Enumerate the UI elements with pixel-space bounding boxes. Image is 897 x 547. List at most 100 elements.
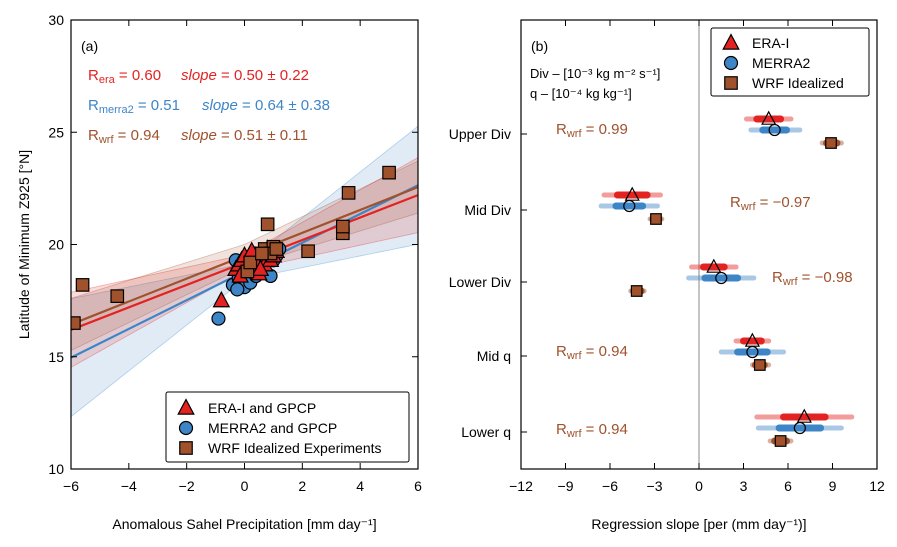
annotation-3-base: R [556,343,567,360]
forest-point-era-1 [624,186,640,201]
category-label-1: Mid Div [464,202,511,218]
annotation-3-sub: wrf [566,350,583,362]
stat-era-r_sub: era [99,74,116,86]
x-axis-title-b: Regression slope [per (mm day⁻¹)] [591,516,806,532]
annotation-2-value: = −0.98 [798,269,853,286]
point-era-0 [212,290,231,308]
forest-markers-merra2 [623,123,806,435]
y-axis-title-a: Latitude of Minimum Z925 [°N] [16,150,32,339]
forest-point-wrf-1 [650,213,662,225]
point-merra2-0 [211,311,226,326]
legend-a-marker-wrf [179,441,193,455]
annotation-4-sub: wrf [566,428,583,440]
annotation-2: Rwrf = −0.98 [772,269,853,288]
point-wrf-12 [382,165,396,180]
series-wrf [71,165,396,330]
point-wrf-1 [75,278,90,292]
slope-era-label: slope [181,67,217,84]
legend-b-label-merra2: MERRA2 [752,55,811,71]
annotation-2-base: R [772,269,783,286]
stat-era-r_value: = 0.60 [115,67,161,84]
annotation-1-base: R [730,194,741,211]
annotation-1: Rwrf = −0.97 [730,194,811,213]
x-tick-label-b-7: 9 [829,478,837,494]
slope-merra2-value: = 0.64 ± 0.38 [238,97,330,114]
legend-b-frame [710,27,870,97]
x-tick-label-b-8: 12 [869,478,885,494]
units-div: Div – [10⁻³ kg m⁻² s⁻¹] [530,66,660,81]
annotation-0: Rwrf = 0.99 [556,121,628,140]
annotation-3: Rwrf = 0.94 [556,343,628,362]
stat-wrf: Rwrf = 0.94 [88,127,160,146]
forest-point-merra2-2 [715,271,728,285]
legend-b-marker-era [722,33,740,50]
annotation-4-base: R [556,421,567,438]
x-tick-label-a-2: −2 [179,478,195,494]
category-label-2: Lower Div [449,274,511,290]
annotation-2-sub: wrf [782,276,799,288]
point-wrf-15 [255,246,269,261]
forest-markers-wrf [630,137,837,447]
x-tick-label-a-5: 4 [356,478,364,494]
stat-merra2: Rmerra2 = 0.51 [88,97,180,116]
point-wrf-10 [335,219,350,234]
stat-merra2-r_value: = 0.51 [134,97,180,114]
slope-merra2-label: slope [202,97,238,114]
legend-a-label-merra2: MERRA2 and GPCP [208,420,337,436]
annotation-0-value: = 0.99 [582,121,628,138]
forest-point-wrf-0 [825,137,837,149]
forest-point-merra2-4 [793,421,806,435]
annotation-4-value: = 0.94 [582,421,628,438]
forest-point-merra2-3 [746,345,759,359]
x-tick-label-b-5: 3 [740,478,748,494]
forest-series-era [601,115,855,421]
x-tick-label-a-0: −6 [63,478,79,494]
forest-point-wrf-2 [630,285,643,297]
annotation-1-value: = −0.97 [756,194,811,211]
slope-wrf-label: slope [181,127,217,144]
annotation-3-value: = 0.94 [582,343,628,360]
slope-era: slope = 0.50 ± 0.22 [181,67,309,84]
x-tick-label-a-1: −4 [121,478,137,494]
forest-point-wrf-4 [774,435,787,447]
forest-point-era-4 [796,408,812,423]
legend-a-frame [165,391,410,463]
annotation-0-base: R [556,121,567,138]
x-tick-label-b-1: −9 [558,478,574,494]
x-tick-label-b-0: −12 [509,478,533,494]
x-tick-label-b-2: −6 [602,478,618,494]
annotation-0-sub: wrf [566,128,583,140]
y-tick-label-a-2: 20 [48,237,64,253]
point-merra2-18 [230,282,245,297]
legend-b-marker-merra2 [723,55,739,71]
point-wrf-7 [269,242,284,256]
y-tick-label-a-4: 30 [48,12,64,28]
slope-wrf-value: = 0.51 ± 0.11 [217,127,308,144]
y-tick-label-a-0: 10 [48,461,64,477]
forest-series-merra2 [598,126,844,432]
annotation-1-sub: wrf [740,201,757,213]
point-wrf-3 [260,217,275,232]
x-tick-label-b-3: −3 [647,478,663,494]
stat-merra2-r_sub: merra2 [99,104,134,116]
forest-point-merra2-1 [623,199,636,213]
stat-wrf-r_sub: wrf [98,134,115,146]
category-label-0: Upper Div [449,126,511,142]
legend-b-label-wrf: WRF Idealized [752,75,844,91]
y-tick-label-a-1: 15 [48,349,64,365]
x-tick-label-a-3: 0 [241,478,249,494]
slope-era-value: = 0.50 ± 0.22 [217,67,309,84]
y-tick-label-a-3: 25 [48,124,64,140]
legend-a-marker-era [177,398,195,415]
slope-merra2: slope = 0.64 ± 0.38 [202,97,330,114]
stat-wrf-r_base: R [88,127,99,144]
point-wrf-8 [301,244,315,259]
panel-a: −6 −4 −2 0 2 4 6 10 15 20 25 30 Anomalous Sahel Prec… [16,12,422,532]
point-wrf-14 [243,255,258,270]
point-wrf-2 [110,289,125,303]
stat-era-r_base: R [88,67,99,84]
x-tick-label-a-4: 2 [298,478,306,494]
forest-markers-era [624,110,812,423]
